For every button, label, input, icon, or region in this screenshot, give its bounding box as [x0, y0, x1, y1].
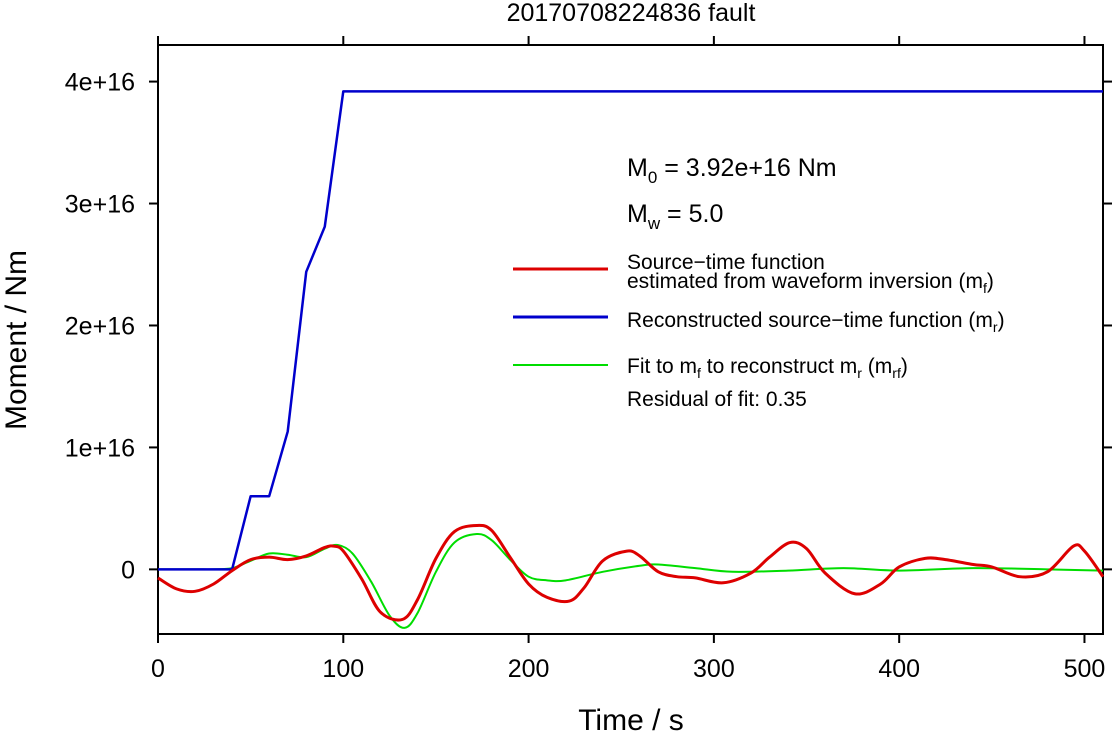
plot-frame	[157, 44, 1104, 635]
x-tick-label: 500	[1064, 655, 1106, 683]
mw-symbol: M	[627, 200, 648, 228]
plot-area: 0 100 200 300 400 500 0 1e+16 2e+16 3e+16 4e+16	[65, 36, 1112, 683]
x-tick-label: 200	[508, 655, 550, 683]
y-tick-label: 3e+16	[65, 191, 135, 219]
seismic-moment-annotation: M0 = 3.92e+16 Nm	[627, 154, 837, 187]
series-line-fit	[157, 532, 1104, 629]
series-lines	[157, 90, 1105, 629]
x-axis-label: Time / s	[578, 704, 684, 736]
y-tick-label: 4e+16	[65, 69, 135, 97]
x-tick-label: 300	[693, 655, 735, 683]
series-line-source-time-function	[157, 523, 1105, 622]
legend-label-fit: Fit to mf to reconstruct mr (mrf)	[627, 355, 908, 381]
m0-subscript: 0	[648, 168, 657, 187]
m0-value: = 3.92e+16 Nm	[657, 154, 836, 182]
residual-annotation: Residual of fit: 0.35	[627, 388, 807, 411]
y-axis-label: Moment / Nm	[0, 250, 33, 430]
series-line-reconstructed	[158, 90, 1103, 571]
m0-symbol: M	[627, 154, 648, 182]
x-axis: 0 100 200 300 400 500	[151, 36, 1105, 683]
legend: Source−time function estimated from wave…	[513, 251, 1005, 411]
y-tick-label: 0	[121, 556, 135, 584]
x-tick-label: 100	[322, 655, 364, 683]
annotations: M0 = 3.92e+16 Nm Mw = 5.0	[627, 154, 837, 233]
mw-subscript: w	[647, 214, 661, 233]
x-tick-label: 400	[878, 655, 920, 683]
moment-magnitude-annotation: Mw = 5.0	[627, 200, 723, 233]
y-tick-label: 1e+16	[65, 434, 135, 462]
legend-label-reconstructed: Reconstructed source−time function (mr)	[627, 309, 1005, 335]
legend-label-source-time-function-line2: estimated from waveform inversion (mf)	[627, 270, 994, 296]
chart-title: 20170708224836 fault	[507, 0, 756, 27]
y-tick-label: 2e+16	[65, 312, 135, 340]
mw-value: = 5.0	[660, 200, 723, 228]
x-tick-label: 0	[151, 655, 165, 683]
y-axis: 0 1e+16 2e+16 3e+16 4e+16	[65, 69, 1112, 584]
legend-label-source-time-function-line1: Source−time function	[627, 251, 825, 274]
